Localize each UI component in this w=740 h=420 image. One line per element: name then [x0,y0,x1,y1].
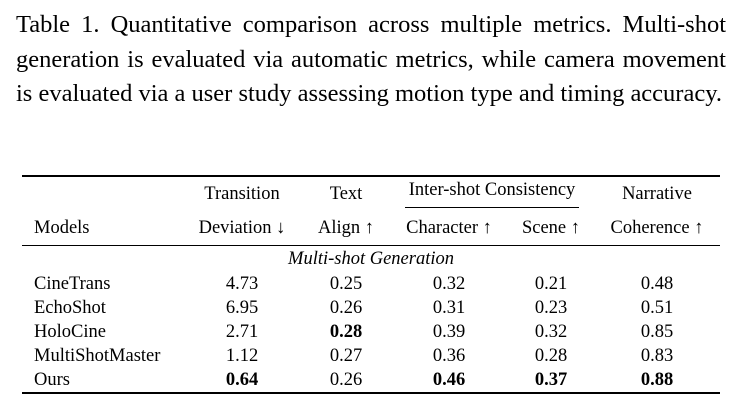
table-caption: Table 1. Quantitative comparison across … [16,11,726,107]
header-rule [22,245,720,246]
metric-cell: 0.32 [432,273,466,294]
metric-cell: 0.37 [534,369,568,390]
header-row-2: Models Deviation ↓ Align ↑ Character ↑ S… [22,211,720,245]
metric-cell: 0.64 [225,369,259,390]
metric-cell: 0.26 [329,369,363,390]
header-coherence: Coherence ↑ [610,217,704,238]
metric-cell: 0.36 [432,345,466,366]
metric-cell: 0.88 [640,369,674,390]
metric-cell: 0.51 [640,297,674,318]
table-body: CineTrans 4.73 0.25 0.32 0.21 0.48 EchoShot 6.9… [22,272,720,392]
header-inter-shot-consistency: Inter-shot Consistency [404,180,580,208]
table-row: MultiShotMaster 1.12 0.27 0.36 0.28 0.83 [22,344,720,368]
header-character: Character ↑ [406,217,492,238]
header-blank [22,177,182,211]
model-name: CineTrans [34,273,111,294]
metric-cell: 0.31 [432,297,466,318]
table-row: CineTrans 4.73 0.25 0.32 0.21 0.48 [22,272,720,296]
metric-cell: 0.48 [640,273,674,294]
metric-cell: 0.39 [432,321,466,342]
table-row: Ours 0.64 0.26 0.46 0.37 0.88 [22,368,720,392]
metric-cell: 1.12 [225,345,259,366]
metric-cell: 0.28 [329,321,363,342]
metric-cell: 0.85 [640,321,674,342]
metric-cell: 0.27 [329,345,363,366]
table-row: EchoShot 6.95 0.26 0.31 0.23 0.51 [22,296,720,320]
header-models: Models [34,217,90,238]
metrics-table: Transition Text Inter-shot Consistency N… [22,177,720,245]
header-transition: Transition [204,183,280,204]
model-name: MultiShotMaster [34,345,161,366]
metrics-body: Multi-shot Generation CineTrans 4.73 0.25 0… [22,246,720,392]
model-name: EchoShot [34,297,106,318]
header-scene: Scene ↑ [521,217,581,238]
metric-cell: 0.46 [432,369,466,390]
section-title: Multi-shot Generation [288,248,454,269]
metric-cell: 0.83 [640,345,674,366]
model-name: HoloCine [34,321,106,342]
header-group-cell: Inter-shot Consistency [390,177,594,211]
header-text: Text [329,183,363,204]
bottom-rule [22,392,720,394]
metric-cell: 0.32 [534,321,568,342]
model-name: Ours [34,369,70,390]
results-table: Transition Text Inter-shot Consistency N… [22,175,720,394]
header-deviation: Deviation ↓ [198,217,286,238]
metric-cell: 0.21 [534,273,568,294]
metric-cell: 0.28 [534,345,568,366]
top-rule [22,175,720,177]
metric-cell: 0.23 [534,297,568,318]
metric-cell: 0.26 [329,297,363,318]
metric-cell: 2.71 [225,321,259,342]
table-row: HoloCine 2.71 0.28 0.39 0.32 0.85 [22,320,720,344]
metric-cell: 0.25 [329,273,363,294]
section-row: Multi-shot Generation [22,246,720,272]
header-align: Align ↑ [317,217,374,238]
metric-cell: 4.73 [225,273,259,294]
header-row-1: Transition Text Inter-shot Consistency N… [22,177,720,211]
metric-cell: 6.95 [225,297,259,318]
header-narrative: Narrative [622,183,692,204]
